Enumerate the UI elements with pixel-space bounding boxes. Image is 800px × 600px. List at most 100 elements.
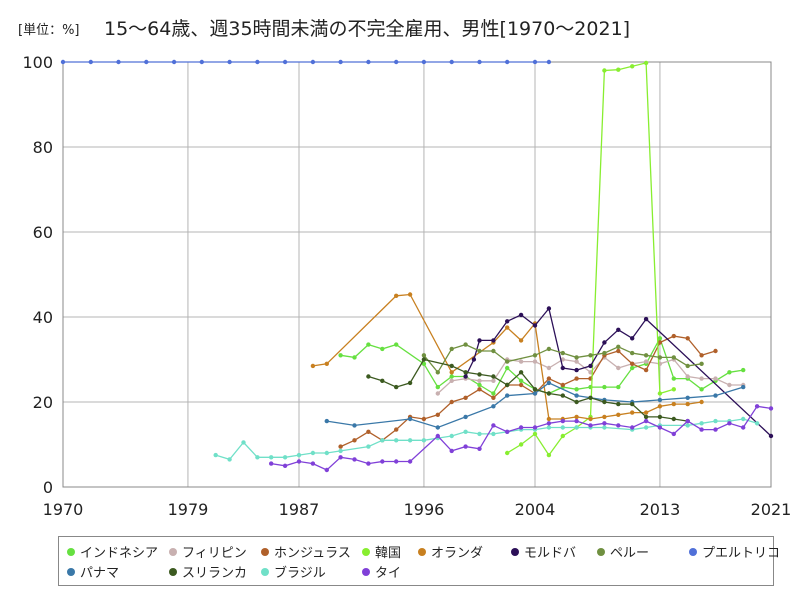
data-point [255,59,260,65]
data-point [657,404,663,409]
data-point [491,395,496,400]
x-tick-label: 2004 [515,500,556,519]
data-point [699,376,704,381]
data-point [241,440,246,445]
data-point [310,450,316,456]
data-point [616,412,621,417]
data-point [491,391,496,396]
data-point [407,416,413,422]
legend-item: スリランカ [169,562,247,581]
series-11 [269,404,774,473]
data-point [602,425,607,430]
data-point [407,380,413,386]
data-point [588,363,593,369]
data-point [546,425,552,430]
legend-label: スリランカ [182,566,248,581]
legend-swatch [261,547,269,556]
data-point [699,361,704,366]
legend-label: パナマ [80,566,120,581]
data-point [324,467,329,473]
data-point [296,459,302,464]
data-point [768,406,774,411]
data-point [671,431,676,437]
data-point [657,397,663,403]
series-line [368,358,688,422]
data-point [227,59,232,65]
y-tick-label: 100 [22,53,53,72]
legend-item: ブラジル [261,562,326,581]
series-layer [60,59,774,473]
data-point [421,59,427,65]
data-point [741,425,746,430]
data-point [546,416,552,422]
data-point [380,438,385,443]
data-point [338,444,343,449]
data-point [477,338,482,343]
data-point [227,457,232,462]
data-point [505,319,510,324]
data-point [352,423,357,428]
data-point [394,459,399,464]
data-point [657,425,663,430]
data-point [588,423,593,428]
data-point [616,327,621,332]
data-point [518,312,524,318]
data-point [421,438,427,443]
x-tick-label: 1987 [279,500,320,519]
data-point [505,382,510,388]
data-point [560,433,565,439]
data-point [671,355,676,360]
data-point [477,431,482,437]
data-point [491,423,496,428]
chart-title-unit: [単位：%] [18,22,80,38]
data-point [574,399,579,405]
series-10 [213,416,760,462]
series-line [215,418,758,461]
data-point [324,450,329,456]
data-point [407,459,413,464]
legend-swatch [597,547,605,556]
data-point [574,425,579,430]
legend-item: ペルー [597,542,649,561]
data-point [630,361,635,366]
legend-label: ホンジュラス [274,546,351,561]
data-point [421,361,427,366]
data-point [421,357,427,362]
data-point [657,414,663,420]
data-point [282,59,288,65]
data-point [449,370,454,375]
data-point [394,59,399,65]
data-point [657,355,663,360]
data-point [352,438,357,443]
data-point [463,374,468,379]
data-point [560,365,565,371]
data-point [477,372,482,377]
data-point [88,59,94,65]
data-point [546,452,552,458]
data-point [505,429,510,434]
y-tick-label: 40 [33,308,53,327]
series-7 [60,59,552,65]
data-point [491,374,496,379]
series-1 [435,355,746,396]
data-point [574,359,579,364]
data-point [199,59,204,65]
data-point [449,374,454,379]
legend-item: ホンジュラス [261,542,351,561]
data-point [435,412,440,417]
data-point [685,401,690,407]
data-point [630,365,635,371]
grid [62,61,772,488]
legend-label: ブラジル [274,566,326,581]
data-point [671,333,676,339]
data-point [741,367,746,373]
data-point [296,452,302,458]
data-point [532,387,538,392]
legend-item: モルドバ [511,542,576,561]
x-tick-label: 2013 [640,500,681,519]
data-point [380,378,385,383]
legend-label: インドネシア [80,546,159,561]
data-point [505,393,510,398]
data-point [602,68,607,73]
data-point [338,455,343,460]
